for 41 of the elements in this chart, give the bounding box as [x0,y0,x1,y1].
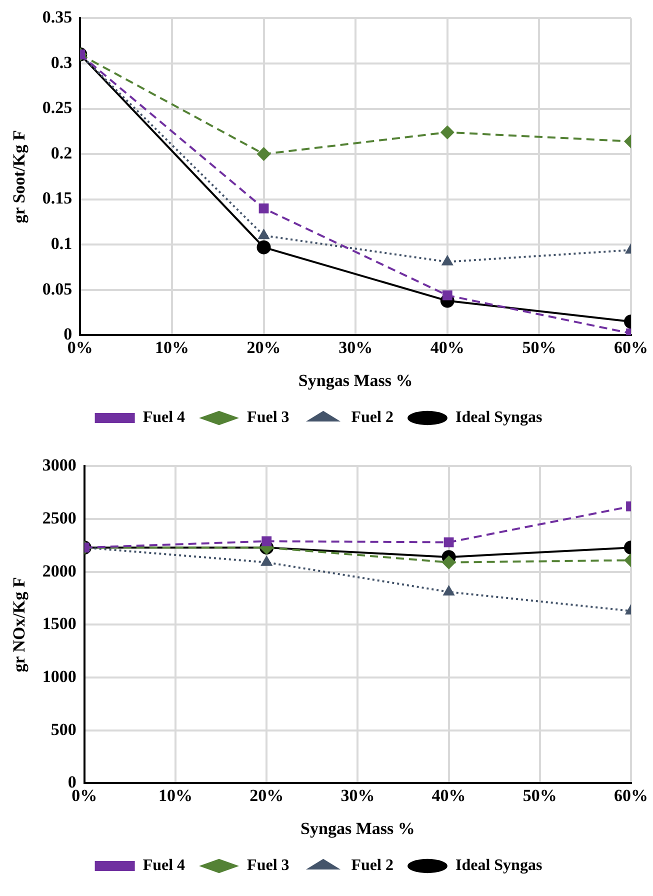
y-tick-label: 0.15 [42,188,72,208]
point [258,228,270,240]
point [441,254,454,266]
x-tick-label: 40% [432,786,466,805]
y-tick-label: 1000 [42,666,76,686]
point [256,147,271,162]
y-axis-title: gr NOx/Kg F [10,577,29,672]
y-tick-label: 2500 [42,508,76,528]
legend-label: Ideal Syngas [455,857,542,874]
x-tick-label: 10% [154,338,189,357]
legend-label: Fuel 3 [247,857,290,874]
legend-label: Ideal Syngas [455,409,542,426]
y-axis-title: gr Soot/Kg F [10,130,29,224]
y-tick-label: 0.2 [50,143,72,162]
x-tick-label: 30% [340,786,375,805]
x-tick-label: 30% [338,338,373,357]
x-tick-label: 50% [522,786,557,805]
y-tick-label: 0.1 [50,234,72,254]
legend-label: Fuel 4 [142,409,186,426]
legend-label: Fuel 4 [142,857,186,874]
x-axis-title: Syngas Mass % [298,371,413,390]
y-tick-label: 500 [50,720,76,739]
point [440,125,454,140]
x-tick-label: 20% [246,338,281,357]
x-tick-label: 10% [158,786,192,805]
y-tick-label: 1500 [42,614,76,634]
x-tick-label: 60% [614,338,648,357]
legend-label: Fuel 2 [351,409,394,426]
y-tick-label: 0.05 [42,279,72,298]
y-tick-label: 0.25 [42,98,72,118]
x-tick-label: 20% [250,786,284,805]
legend-label: Fuel 2 [351,857,394,874]
x-axis-title: Syngas Mass % [300,819,415,838]
y-tick-label: 2000 [42,561,76,580]
x-tick-label: 50% [522,338,556,357]
x-tick-label: 60% [614,786,648,805]
x-tick-label: 40% [430,338,464,357]
y-tick-label: 3000 [42,456,76,475]
y-tick-label: 0.3 [50,52,72,72]
legend-label: Fuel 3 [247,409,290,426]
y-tick-label: 0.35 [42,8,72,27]
